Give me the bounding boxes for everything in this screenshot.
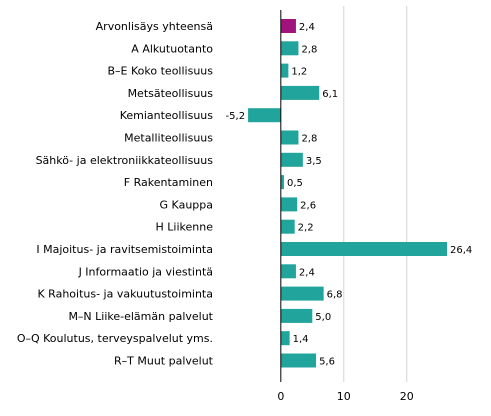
bar — [280, 63, 289, 78]
category-label: R–T Muut palvelut — [114, 355, 214, 368]
bar — [280, 286, 324, 301]
category-label: G Kauppa — [160, 198, 213, 211]
category-label: Sähkö- ja elektroniikkateollisuus — [36, 154, 214, 167]
x-tick-label: 20 — [400, 390, 414, 403]
value-label: 2,6 — [300, 200, 316, 211]
value-label: 1,2 — [291, 67, 307, 78]
category-labels: Arvonlisäys yhteensä A Alkutuotanto B–E Ko… — [17, 20, 214, 368]
bar — [280, 264, 296, 279]
value-label: 2,8 — [301, 134, 317, 145]
value-label: 6,8 — [327, 290, 343, 301]
x-tick-label: 10 — [337, 390, 351, 403]
category-label: Kemianteollisuus — [120, 109, 214, 122]
category-label: F Rakentaminen — [124, 176, 213, 189]
bar — [280, 152, 303, 167]
category-label: Arvonlisäys yhteensä — [96, 20, 213, 33]
category-label: A Alkutuotanto — [131, 42, 213, 55]
bar — [280, 219, 295, 234]
bars — [248, 19, 448, 368]
bar — [280, 175, 284, 190]
value-label: 5,6 — [319, 357, 335, 368]
bar — [280, 85, 320, 100]
value-label: 3,5 — [306, 156, 322, 167]
bar — [280, 242, 448, 256]
category-label: Metsäteollisuus — [128, 87, 214, 100]
value-label: 2,4 — [299, 267, 315, 278]
bar — [248, 108, 281, 123]
category-label: H Liikenne — [156, 221, 214, 234]
category-label: K Rahoitus- ja vakuutustoiminta — [37, 288, 213, 301]
x-axis-ticks: 0 10 20 — [277, 390, 413, 403]
value-label: 2,2 — [298, 223, 314, 234]
bar — [280, 308, 313, 323]
bar — [280, 197, 298, 212]
value-label: 1,4 — [293, 334, 309, 345]
category-label: I Majoitus- ja ravitsemistoiminta — [36, 243, 213, 256]
category-label: J Informaatio ja viestintä — [78, 265, 213, 278]
gridlines — [343, 6, 408, 382]
value-label: 0,5 — [287, 178, 303, 189]
value-label: 5,0 — [315, 312, 331, 323]
category-label: M–N Liike-elämän palvelut — [68, 310, 213, 323]
bar — [280, 19, 296, 33]
category-label: O–Q Koulutus, terveyspalvelut yms. — [17, 332, 213, 345]
bar — [280, 331, 290, 346]
category-label: Metalliteollisuus — [124, 132, 213, 145]
bar — [280, 130, 299, 145]
value-label: -5,2 — [226, 111, 246, 122]
value-label: 2,8 — [301, 44, 317, 55]
category-label: B–E Koko teollisuus — [108, 65, 214, 78]
x-tick-label: 0 — [277, 390, 284, 403]
bar — [280, 353, 317, 368]
value-labels: 2,4 2,8 1,2 6,1 -5,2 2,8 3,50,5 2,6 2,2 26,4 2,4 6,… — [226, 22, 473, 368]
value-label: 26,4 — [450, 245, 472, 256]
value-label: 6,1 — [322, 89, 338, 100]
value-label: 2,4 — [299, 22, 315, 33]
bar — [280, 41, 299, 56]
